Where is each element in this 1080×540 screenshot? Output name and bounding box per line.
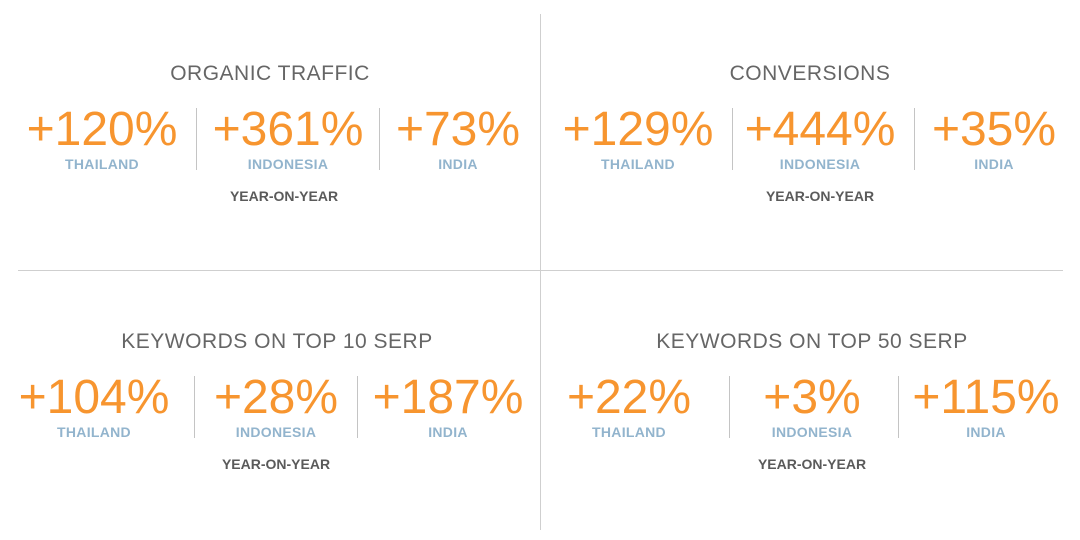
- stat-indonesia: +28% INDONESIA: [196, 371, 356, 441]
- stat-country: THAILAND: [601, 156, 675, 172]
- stat-value: +3%: [763, 371, 861, 424]
- stat-indonesia: +444% INDONESIA: [740, 103, 900, 173]
- panel-keywords-top-50: KEYWORDS ON TOP 50 SERP +22% THAILAND +3…: [540, 270, 1080, 540]
- period-label: YEAR-ON-YEAR: [765, 188, 875, 204]
- panel-keywords-top-10: KEYWORDS ON TOP 10 SERP +104% THAILAND +…: [0, 270, 540, 540]
- stat-country: INDIA: [974, 156, 1014, 172]
- panel-title: KEYWORDS ON TOP 10 SERP: [121, 330, 433, 353]
- stat-country: INDONESIA: [247, 156, 329, 172]
- stat-separator: [729, 376, 730, 438]
- stat-value: +120%: [26, 103, 178, 156]
- panel-conversions: CONVERSIONS +129% THAILAND +444% INDONES…: [540, 0, 1080, 270]
- panel-title: KEYWORDS ON TOP 50 SERP: [656, 330, 968, 353]
- stat-value: +28%: [213, 371, 339, 424]
- stat-value: +129%: [562, 103, 714, 156]
- stat-value: +444%: [744, 103, 896, 156]
- stat-value: +22%: [566, 371, 692, 424]
- panel-organic-traffic: ORGANIC TRAFFIC +120% THAILAND +361% IND…: [0, 0, 540, 270]
- stat-separator: [732, 108, 733, 170]
- stat-india: +35% INDIA: [926, 103, 1062, 173]
- stat-separator: [898, 376, 899, 438]
- period-label: YEAR-ON-YEAR: [229, 188, 339, 204]
- stat-country: THAILAND: [57, 424, 131, 440]
- stat-separator: [379, 108, 380, 170]
- stat-country: INDONESIA: [771, 424, 853, 440]
- stat-country: INDIA: [966, 424, 1006, 440]
- stat-india: +115% INDIA: [906, 371, 1066, 441]
- stat-separator: [914, 108, 915, 170]
- stat-value: +35%: [931, 103, 1057, 156]
- stat-thailand: +120% THAILAND: [22, 103, 182, 173]
- period-label: YEAR-ON-YEAR: [757, 456, 867, 472]
- stat-indonesia: +3% INDONESIA: [732, 371, 892, 441]
- panel-title: ORGANIC TRAFFIC: [170, 62, 370, 85]
- horizontal-divider: [18, 270, 1063, 271]
- stat-separator: [357, 376, 358, 438]
- stat-thailand: +22% THAILAND: [554, 371, 704, 441]
- stat-separator: [196, 108, 197, 170]
- stat-india: +73% INDIA: [390, 103, 526, 173]
- stat-value: +187%: [372, 371, 524, 424]
- panel-title: CONVERSIONS: [729, 62, 891, 85]
- stat-value: +73%: [395, 103, 521, 156]
- stat-indonesia: +361% INDONESIA: [208, 103, 368, 173]
- stat-separator: [194, 376, 195, 438]
- stat-value: +104%: [18, 371, 170, 424]
- stat-country: INDONESIA: [235, 424, 317, 440]
- stat-value: +361%: [212, 103, 364, 156]
- stat-country: INDIA: [438, 156, 478, 172]
- stat-india: +187% INDIA: [368, 371, 528, 441]
- stat-value: +115%: [912, 371, 1060, 424]
- vertical-divider: [540, 14, 541, 530]
- stat-country: INDONESIA: [779, 156, 861, 172]
- stat-country: THAILAND: [592, 424, 666, 440]
- stat-thailand: +129% THAILAND: [558, 103, 718, 173]
- period-label: YEAR-ON-YEAR: [221, 456, 331, 472]
- stat-country: INDIA: [428, 424, 468, 440]
- stat-country: THAILAND: [65, 156, 139, 172]
- stat-thailand: +104% THAILAND: [14, 371, 174, 441]
